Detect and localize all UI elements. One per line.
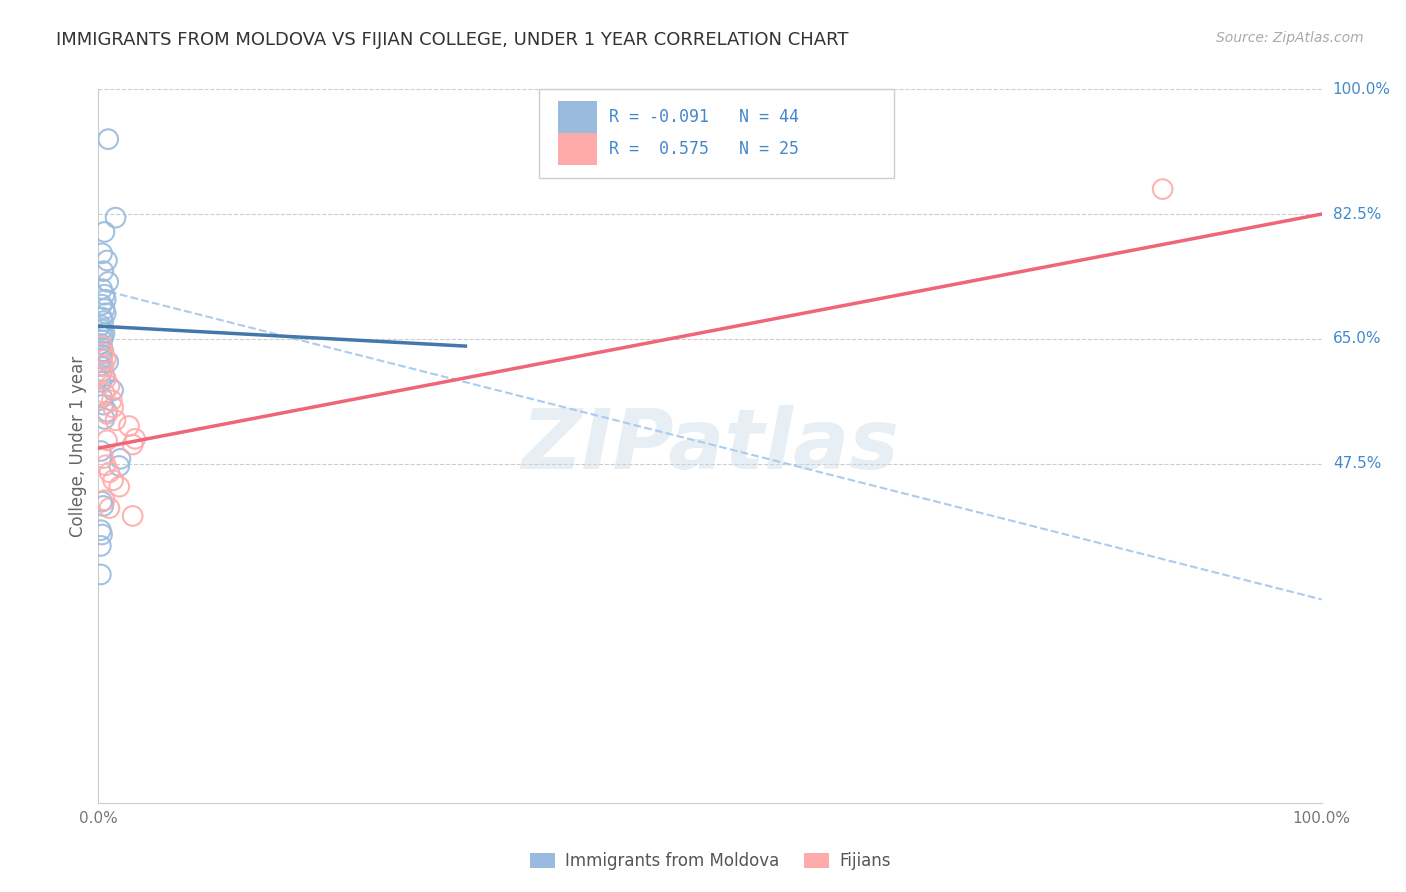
Point	[91, 339, 114, 353]
Point	[97, 132, 120, 146]
Text: 65.0%: 65.0%	[1333, 332, 1381, 346]
Point	[91, 364, 114, 378]
Point	[90, 337, 112, 351]
Point	[91, 282, 114, 296]
Text: Source: ZipAtlas.com: Source: ZipAtlas.com	[1216, 31, 1364, 45]
Point	[97, 275, 120, 289]
Point	[90, 359, 112, 373]
Point	[93, 287, 115, 301]
Point	[90, 444, 112, 458]
FancyBboxPatch shape	[558, 102, 598, 133]
Point	[96, 405, 118, 419]
Point	[101, 384, 124, 398]
FancyBboxPatch shape	[538, 89, 894, 178]
Point	[91, 365, 114, 379]
Point	[90, 375, 112, 389]
Point	[1152, 182, 1174, 196]
Text: R =  0.575   N = 25: R = 0.575 N = 25	[609, 140, 799, 158]
Point	[91, 341, 114, 355]
Text: 82.5%: 82.5%	[1333, 207, 1381, 221]
Point	[96, 434, 118, 448]
Point	[91, 451, 114, 466]
Point	[93, 369, 115, 384]
Point	[93, 493, 115, 508]
Text: ZIPatlas: ZIPatlas	[522, 406, 898, 486]
Point	[93, 386, 115, 401]
Point	[91, 298, 114, 312]
Point	[90, 567, 112, 582]
Point	[101, 473, 124, 487]
Y-axis label: College, Under 1 year: College, Under 1 year	[69, 355, 87, 537]
Point	[90, 539, 112, 553]
Point	[91, 359, 114, 373]
Point	[101, 401, 124, 415]
Point	[91, 314, 114, 328]
Point	[110, 451, 132, 466]
Point	[94, 306, 117, 320]
Point	[94, 458, 117, 473]
Point	[90, 318, 112, 333]
Point	[97, 355, 120, 369]
Point	[96, 253, 118, 268]
Point	[91, 344, 114, 359]
Point	[94, 351, 117, 366]
Point	[90, 348, 112, 362]
Point	[118, 419, 141, 434]
Point	[94, 293, 117, 307]
Point	[108, 458, 131, 473]
Point	[91, 398, 114, 412]
Point	[96, 407, 118, 421]
Point	[98, 466, 121, 480]
Legend: Immigrants from Moldova, Fijians: Immigrants from Moldova, Fijians	[523, 846, 897, 877]
Point	[91, 351, 114, 366]
Point	[94, 372, 117, 386]
Point	[121, 437, 143, 451]
FancyBboxPatch shape	[558, 134, 598, 165]
Point	[91, 499, 114, 513]
Text: 47.5%: 47.5%	[1333, 457, 1381, 471]
Point	[91, 330, 114, 344]
Point	[91, 323, 114, 337]
Point	[91, 391, 114, 405]
Point	[98, 501, 121, 516]
Text: 100.0%: 100.0%	[1333, 82, 1391, 96]
Point	[90, 523, 112, 537]
Point	[93, 301, 115, 316]
Text: IMMIGRANTS FROM MOLDOVA VS FIJIAN COLLEGE, UNDER 1 YEAR CORRELATION CHART: IMMIGRANTS FROM MOLDOVA VS FIJIAN COLLEG…	[56, 31, 849, 49]
Point	[93, 225, 115, 239]
Point	[121, 508, 143, 523]
Point	[104, 211, 127, 225]
Point	[93, 412, 115, 426]
Point	[91, 494, 114, 508]
Point	[91, 264, 114, 278]
Point	[91, 246, 114, 260]
Point	[101, 393, 124, 408]
Point	[93, 326, 115, 341]
Point	[91, 527, 114, 541]
Text: R = -0.091   N = 44: R = -0.091 N = 44	[609, 108, 799, 126]
Point	[124, 432, 146, 446]
Point	[98, 379, 121, 393]
Point	[104, 413, 127, 427]
Point	[91, 310, 114, 325]
Point	[91, 334, 114, 348]
Point	[108, 480, 131, 494]
Point	[91, 346, 114, 360]
